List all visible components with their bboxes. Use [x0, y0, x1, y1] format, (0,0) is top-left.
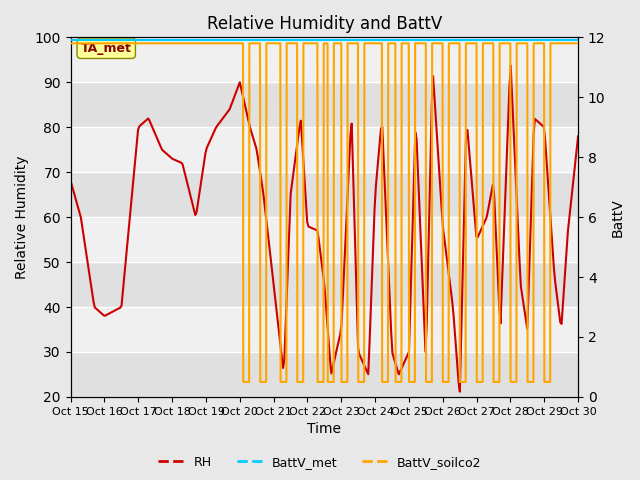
Bar: [70, 37, 578, 82]
Text: TA_met: TA_met: [81, 42, 132, 55]
Bar: [70, 127, 578, 172]
Y-axis label: Relative Humidity: Relative Humidity: [15, 156, 29, 279]
Bar: [70, 262, 578, 307]
Title: Relative Humidity and BattV: Relative Humidity and BattV: [207, 15, 442, 33]
Legend: RH, BattV_met, BattV_soilco2: RH, BattV_met, BattV_soilco2: [154, 451, 486, 474]
Bar: [70, 352, 578, 397]
Bar: [70, 82, 578, 127]
Bar: [70, 217, 578, 262]
X-axis label: Time: Time: [307, 422, 341, 436]
Bar: [70, 172, 578, 217]
Bar: [70, 307, 578, 352]
Y-axis label: BattV: BattV: [611, 198, 625, 237]
